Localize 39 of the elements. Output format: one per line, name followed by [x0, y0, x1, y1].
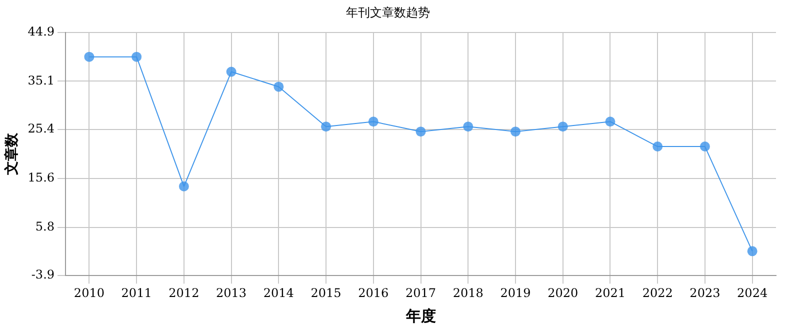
x-tick-label: 2022 [642, 286, 673, 300]
point [510, 126, 520, 137]
x-tick-label: 2013 [216, 286, 247, 300]
x-tick-label: 2016 [358, 286, 389, 300]
x-tick-label: 2014 [263, 286, 294, 300]
point [463, 122, 474, 132]
chart-title: 年刊文章数趋势 [346, 5, 430, 20]
x-tick-label: 2019 [500, 286, 531, 300]
point [558, 122, 568, 132]
y-tick-label: 15.6 [28, 170, 55, 185]
point [368, 116, 378, 127]
y-axis-title: 文章数 [3, 132, 20, 176]
point [700, 142, 710, 152]
x-tick-label: 2024 [737, 286, 768, 300]
y-tick-label: 25.4 [28, 122, 55, 136]
point [416, 126, 426, 137]
y-tick-label: 44.9 [28, 24, 55, 39]
x-tick-label: 2011 [121, 286, 152, 300]
point [747, 246, 758, 256]
x-tick-label: 2012 [168, 286, 200, 300]
point [178, 181, 189, 192]
x-tick-label: 2010 [74, 286, 104, 300]
x-axis-title: 年度 [404, 306, 436, 325]
y-tick-label: 35.1 [28, 73, 55, 88]
x-tick-label: 2017 [405, 286, 436, 300]
point [132, 52, 142, 62]
point [605, 116, 616, 127]
x-tick-label: 2018 [452, 286, 484, 300]
x-tick-label: 2015 [310, 286, 342, 300]
point [274, 82, 284, 92]
x-tick-label: 2021 [594, 286, 626, 300]
x-tick-label: 2023 [690, 286, 720, 300]
point [652, 142, 663, 152]
y-tick-label: -3.9 [31, 268, 55, 282]
x-tick-label: 2020 [548, 286, 578, 300]
point [84, 52, 94, 62]
point [321, 122, 332, 132]
point [226, 66, 236, 77]
y-tick-label: 5.8 [35, 219, 55, 234]
